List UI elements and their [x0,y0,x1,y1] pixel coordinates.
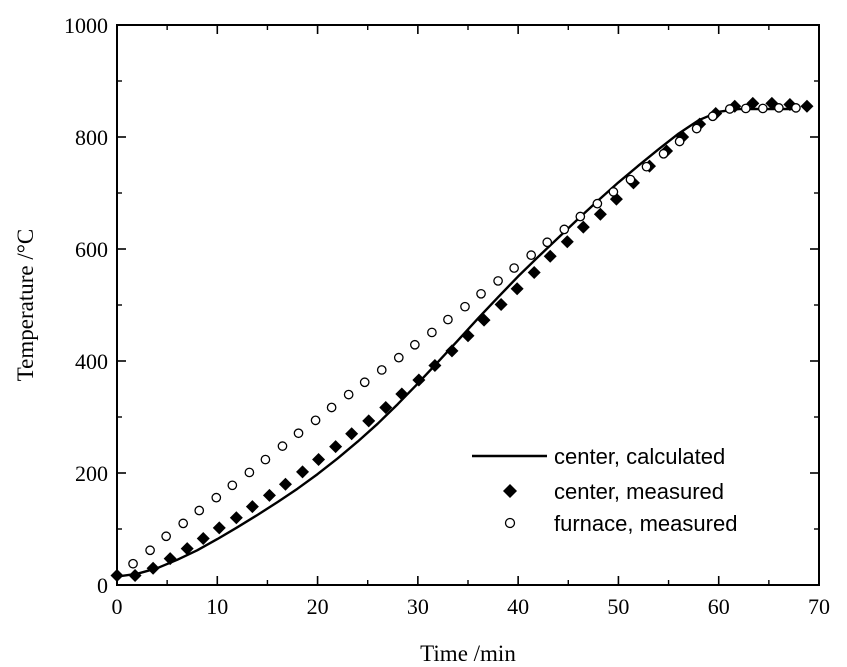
y-tick-label: 800 [75,125,108,150]
series-line-center-calculated [116,107,799,578]
y-axis-label: Temperature /°C [13,229,38,382]
data-point-center-measured [296,465,310,479]
data-point-furnace-measured [343,389,354,400]
data-point-furnace-measured [161,531,171,542]
y-tick-label: 600 [75,237,108,262]
data-point-furnace-measured [674,136,685,147]
data-point-furnace-measured [592,198,603,209]
data-point-furnace-measured [575,211,586,222]
data-point-center-measured [800,99,814,113]
ticks-layer [116,24,820,586]
legend-label-center-measured: center, measured [554,479,724,504]
data-point-center-measured [245,500,259,514]
data-point-furnace-measured [625,174,636,185]
data-point-furnace-measured [691,123,702,134]
x-axis-label: Time /min [420,641,516,666]
y-tick-label: 0 [97,573,108,598]
data-point-furnace-measured [145,545,155,556]
y-tick-label: 200 [75,461,108,486]
data-point-furnace-measured [326,402,337,413]
series-layer [110,96,814,582]
data-point-center-measured [212,521,226,535]
data-point-center-measured [477,313,491,327]
data-point-center-measured [494,297,508,311]
data-point-center-measured [229,511,243,525]
data-point-furnace-measured [641,161,652,172]
y-tick-label: 1000 [64,13,108,38]
data-point-center-measured [345,427,359,441]
data-point-furnace-measured [194,505,205,516]
data-point-center-measured [262,488,276,502]
data-point-furnace-measured [559,224,570,235]
data-point-center-measured [461,329,475,343]
data-point-center-measured [163,552,177,566]
data-point-center-measured [379,400,393,414]
data-point-furnace-measured [393,352,404,363]
data-point-furnace-measured [409,339,420,350]
data-point-center-measured [312,453,326,467]
data-point-center-measured [593,207,607,221]
data-point-furnace-measured [757,103,768,114]
data-point-furnace-measured [608,187,619,197]
legend-marker-center-measured [503,484,517,498]
x-tick-label: 70 [808,594,830,619]
data-point-furnace-measured [658,148,669,159]
data-point-center-measured [560,235,574,249]
data-point-furnace-measured [476,288,486,299]
data-point-center-measured [445,344,459,358]
data-point-furnace-measured [509,263,519,273]
data-point-center-measured [527,266,541,280]
data-point-furnace-measured [376,365,387,375]
data-point-furnace-measured [260,454,271,465]
x-tick-label: 0 [112,594,123,619]
data-point-center-measured [510,282,524,296]
x-tick-label: 30 [407,594,429,619]
data-point-furnace-measured [310,415,321,426]
tick-labels-layer: 0 10 20 30 40 50 60 70 0 200 400 600 800 1000 [64,13,830,619]
data-point-furnace-measured [724,104,735,114]
data-point-furnace-measured [443,314,453,325]
data-point-center-measured [412,373,426,387]
data-point-center-measured [180,542,194,556]
data-point-center-measured [128,568,142,582]
data-point-furnace-measured [293,428,304,439]
data-point-furnace-measured [707,111,718,122]
data-point-furnace-measured [791,103,801,113]
data-point-center-measured [278,477,292,491]
x-tick-label: 60 [708,594,730,619]
data-point-center-measured [576,220,590,234]
x-tick-label: 50 [607,594,629,619]
data-point-furnace-measured [178,518,189,529]
data-point-center-measured [329,440,343,454]
legend: center, calculated center, measured furn… [472,444,737,536]
data-point-furnace-measured [359,377,370,388]
data-point-furnace-measured [460,301,470,312]
data-point-center-measured [196,532,210,546]
x-tick-label: 40 [507,594,529,619]
data-point-center-measured [543,249,557,263]
data-point-furnace-measured [774,103,784,113]
data-point-furnace-measured [526,250,537,261]
data-point-furnace-measured [427,327,437,338]
data-point-furnace-measured [244,467,255,478]
legend-marker-furnace-measured [504,517,516,529]
x-tick-label: 20 [307,594,329,619]
data-point-furnace-measured [740,103,751,114]
data-point-center-measured [146,561,160,575]
data-point-furnace-measured [227,480,238,491]
x-tick-label: 10 [206,594,228,619]
data-point-center-measured [428,358,442,372]
data-point-center-measured [395,387,409,401]
data-point-furnace-measured [277,441,288,451]
legend-label-center-calculated: center, calculated [554,444,725,469]
data-point-furnace-measured [211,492,222,503]
data-point-furnace-measured [493,276,503,286]
data-point-furnace-measured [542,237,553,248]
legend-label-furnace-measured: furnace, measured [554,511,737,536]
data-point-furnace-measured [128,558,138,569]
y-tick-label: 400 [75,349,108,374]
data-point-center-measured [362,414,376,428]
